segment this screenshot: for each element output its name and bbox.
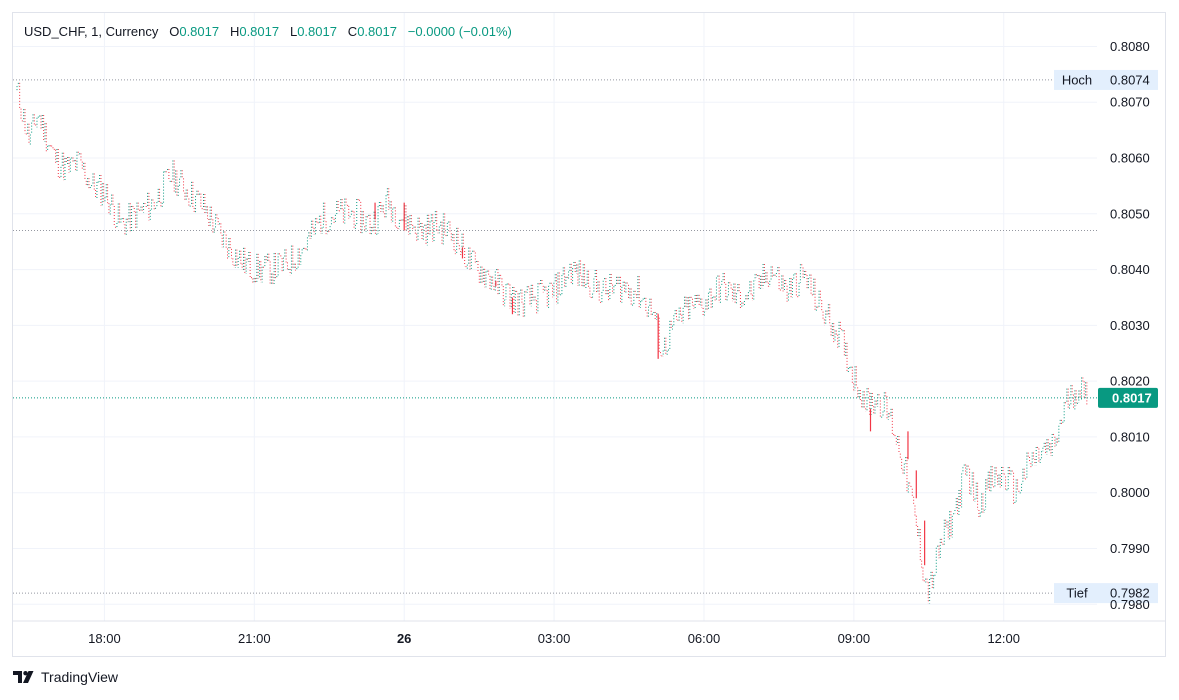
price-axis[interactable]: 0.8080 0.8070 0.8060 0.8050 0.8040 0.8030 0.80… xyxy=(1110,39,1150,612)
close-value: 0.8017 xyxy=(357,24,397,39)
price-tick-label: 0.8000 xyxy=(1110,485,1150,500)
change-value: −0.0000 (−0.01%) xyxy=(407,24,512,39)
price-tick-label: 0.8050 xyxy=(1110,206,1150,221)
price-tick-label: 0.8060 xyxy=(1110,151,1150,166)
brand-name: TradingView xyxy=(41,669,119,685)
high-tag-label: Hoch xyxy=(1062,72,1092,87)
symbol-label[interactable]: USD_CHF, 1, Currency xyxy=(24,24,159,39)
minute-candles xyxy=(16,82,1088,604)
low-key: L xyxy=(289,24,298,39)
current-price-label: 0.8017 xyxy=(1112,390,1152,405)
price-tick-label: 0.7980 xyxy=(1110,597,1150,612)
time-tick-label: 18:00 xyxy=(88,631,121,646)
tradingview-logo-icon xyxy=(13,671,34,683)
time-tick-label: 09:00 xyxy=(838,631,871,646)
price-tick-label: 0.7990 xyxy=(1110,541,1150,556)
chart-frame[interactable] xyxy=(12,12,1166,657)
open-value: 0.8017 xyxy=(179,24,220,39)
tradingview-brand[interactable]: TradingView xyxy=(13,669,118,685)
ohlc-legend: USD_CHF, 1, Currency O0.8017 H0.8017 L0.… xyxy=(24,24,512,39)
low-value: 0.8017 xyxy=(297,24,337,39)
time-tick-label: 26 xyxy=(397,631,411,646)
low-tag-label: Tief xyxy=(1066,586,1088,601)
high-value-tag xyxy=(1100,69,1158,90)
time-tick-label: 21:00 xyxy=(238,631,271,646)
down-candles xyxy=(374,202,926,566)
price-tick-label: 0.8080 xyxy=(1110,39,1150,54)
price-tick-label: 0.8040 xyxy=(1110,262,1150,277)
time-tick-label: 12:00 xyxy=(987,631,1020,646)
high-key: H xyxy=(229,24,240,39)
low-value-label: 0.7982 xyxy=(1110,586,1150,601)
grid xyxy=(13,13,1166,622)
time-tick-label: 03:00 xyxy=(538,631,571,646)
low-tag xyxy=(1054,583,1100,604)
high-tag xyxy=(1054,69,1100,90)
high-value: 0.8017 xyxy=(239,24,280,39)
price-tick-label: 0.8010 xyxy=(1110,429,1150,444)
high-value-label: 0.8074 xyxy=(1110,72,1150,87)
current-price-tag xyxy=(1098,387,1158,408)
close-key: C xyxy=(347,24,358,39)
time-axis[interactable]: 18:00 21:00 26 03:00 06:00 09:00 12:00 xyxy=(88,631,1020,646)
low-value-tag xyxy=(1100,583,1158,604)
time-tick-label: 06:00 xyxy=(688,631,721,646)
candles xyxy=(16,82,1088,604)
horizontal-lines: Hoch 0.8074 0.8017 Tief 0.7982 xyxy=(13,69,1158,604)
open-key: O xyxy=(169,24,180,39)
price-tick-label: 0.8070 xyxy=(1110,95,1150,110)
price-tick-label: 0.8020 xyxy=(1110,374,1150,389)
price-tick-label: 0.8030 xyxy=(1110,318,1150,333)
